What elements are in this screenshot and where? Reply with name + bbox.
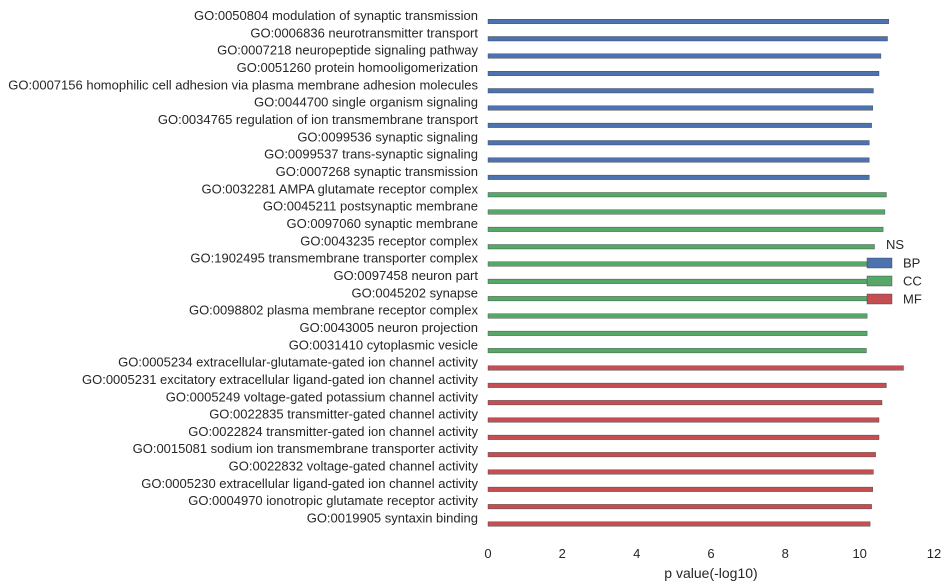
legend-entry-label: BP [903,256,920,271]
category-label: GO:0032281 AMPA glutamate receptor compl… [201,181,478,196]
bar [487,296,870,302]
category-label: GO:0051260 protein homooligomerization [237,60,478,75]
bar [487,19,889,24]
category-label: GO:0022832 voltage-gated channel activit… [229,459,479,474]
category-label: GO:0022835 transmitter-gated channel act… [209,407,478,422]
category-label: GO:0004970 ionotropic glutamate receptor… [188,493,478,508]
x-tick-label: 6 [707,546,714,561]
x-tick-label: 2 [559,546,566,561]
bar [487,452,876,458]
bar [487,382,887,388]
category-label: GO:0007156 homophilic cell adhesion via … [8,77,478,92]
x-axis-ticks: 0 2 4 6 8 10 12 [484,546,941,561]
x-tick-label: 4 [633,546,640,561]
legend-swatch [866,257,893,269]
bar [487,417,880,423]
category-label: GO:0099536 synaptic signaling [297,129,478,144]
bar [487,53,882,59]
bar [487,244,875,250]
category-label: GO:0005231 excitatory extracellular liga… [82,372,479,387]
category-label: GO:0022824 transmitter-gated ion channel… [188,424,478,439]
legend-swatch [866,275,893,287]
bar [487,157,870,163]
bar [487,400,883,406]
bar [487,330,868,336]
category-label: GO:0043005 neuron projection [299,320,478,335]
bar [487,504,872,510]
category-label: GO:0006836 neurotransmitter transport [250,25,478,40]
bar [487,105,873,111]
x-tick-label: 8 [782,546,789,561]
legend-title: NS [886,237,904,252]
category-label: GO:0007218 neuropeptide signaling pathwa… [217,43,478,58]
x-tick-label: 0 [484,546,491,561]
bar [487,140,870,146]
bar [487,174,870,180]
bar [487,192,887,198]
bar [487,486,873,492]
legend-entry-label: MF [903,292,922,307]
category-label: GO:0007268 synaptic transmission [276,164,478,179]
bar [487,226,884,232]
bar [487,36,888,42]
category-label: GO:0005249 voltage-gated potassium chann… [166,389,479,404]
bar [487,261,871,267]
category-label: GO:0045202 synapse [352,285,478,300]
category-label: GO:0043235 receptor complex [300,233,478,248]
category-label: GO:0044700 single organism signaling [254,95,478,110]
category-label: GO:0015081 sodium ion transmembrane tran… [133,441,479,456]
category-label: GO:0097458 neuron part [333,268,478,283]
category-label: GO:0050804 modulation of synaptic transm… [194,8,478,23]
category-label: GO:1902495 transmembrane transporter com… [190,251,478,266]
bar [487,70,880,76]
bar [487,209,886,215]
bar [487,521,871,527]
bar [487,434,880,440]
x-axis-label: p value(-log10) [664,565,757,581]
bar [487,365,904,371]
category-label: GO:0005234 extracellular-glutamate-gated… [118,355,478,370]
legend-entry-label: CC [903,274,922,289]
legend: NS BP CC MF [866,237,922,307]
category-label: GO:0005230 extracellular ligand-gated io… [141,476,478,491]
bar [487,469,874,475]
legend-swatch [866,293,893,305]
category-label: GO:0099537 trans-synaptic signaling [264,147,478,162]
category-label: GO:0045211 postsynaptic membrane [263,199,478,214]
category-label: GO:0031410 cytoplasmic vesicle [289,337,478,352]
category-label: GO:0019905 syntaxin binding [307,511,478,526]
x-tick-label: 10 [852,546,866,561]
bar [487,88,874,94]
bar [487,348,867,354]
category-label: GO:0097060 synaptic membrane [287,216,479,231]
bar [487,313,868,319]
bar [487,278,871,284]
bar [487,122,872,128]
category-labels: GO:0050804 modulation of synaptic transm… [8,8,478,526]
bars-layer [487,19,904,527]
category-label: GO:0034765 regulation of ion transmembra… [158,112,479,127]
x-tick-label: 12 [927,546,941,561]
category-label: GO:0098802 plasma membrane receptor comp… [189,303,479,318]
